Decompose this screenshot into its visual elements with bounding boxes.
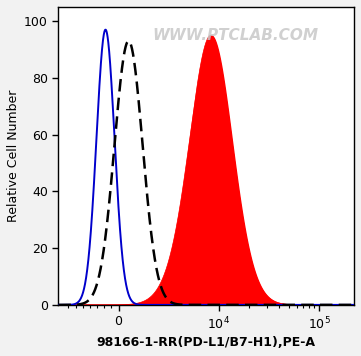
X-axis label: 98166-1-RR(PD-L1/B7-H1),PE-A: 98166-1-RR(PD-L1/B7-H1),PE-A xyxy=(97,336,316,349)
Text: WWW.PTCLAB.COM: WWW.PTCLAB.COM xyxy=(153,28,319,43)
Y-axis label: Relative Cell Number: Relative Cell Number xyxy=(7,90,20,222)
